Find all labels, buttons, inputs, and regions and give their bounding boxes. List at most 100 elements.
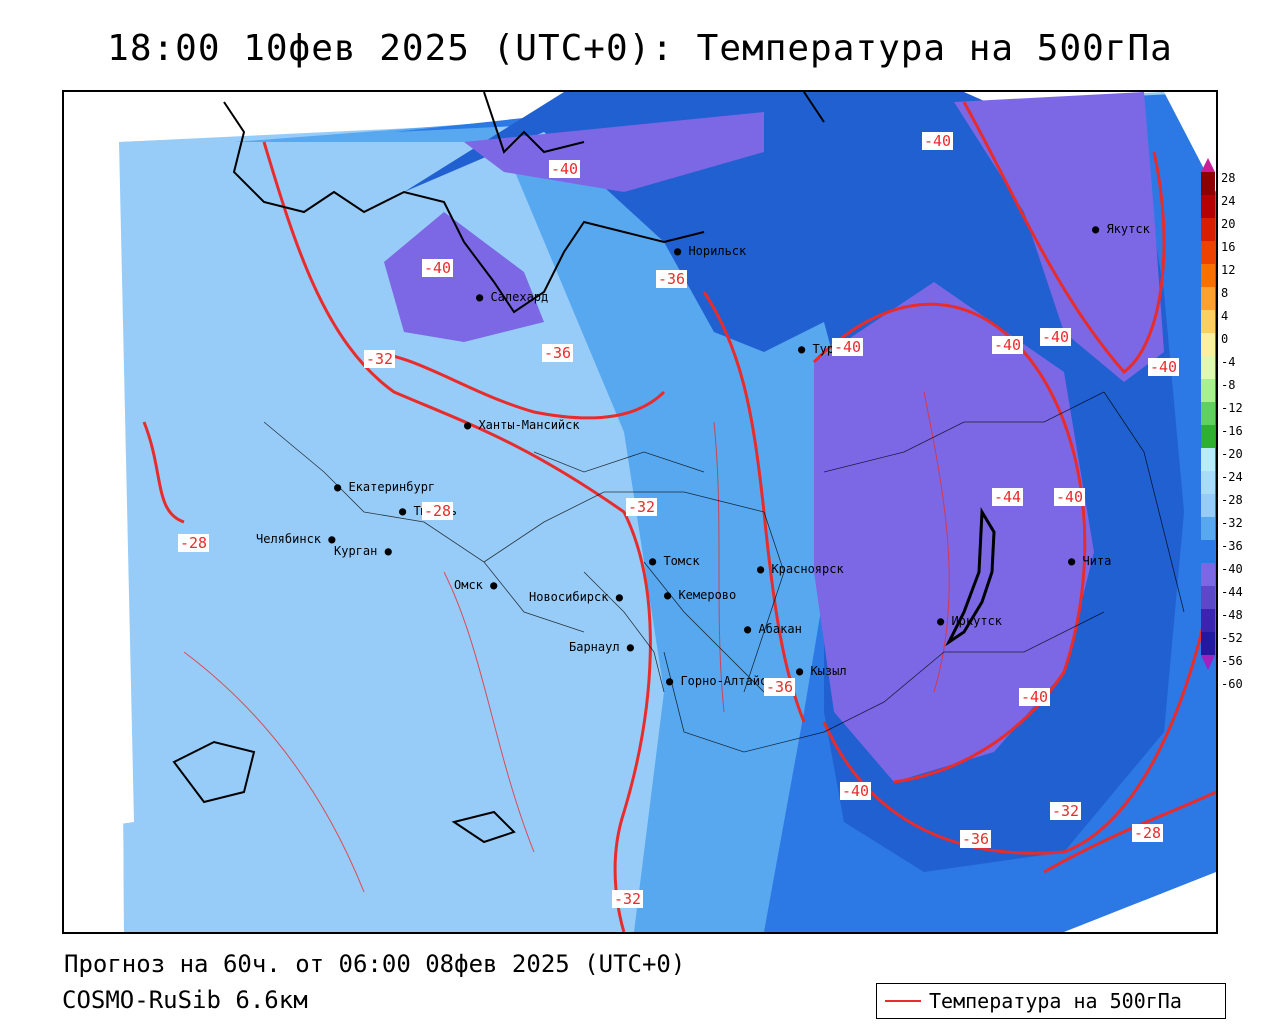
region-minus28 bbox=[119, 132, 644, 932]
city-abakan[interactable]: ● Абакан bbox=[744, 622, 802, 636]
colorbar-label: 8 bbox=[1221, 286, 1229, 300]
city-krasnoyarsk[interactable]: ● Красноярск bbox=[757, 562, 844, 576]
city-gorno-altaysk[interactable]: ● Горно-Алтайск bbox=[666, 674, 775, 688]
border-line bbox=[743, 511, 785, 693]
coastlines bbox=[172, 92, 996, 844]
city-chelyabinsk[interactable]: Челябинск ● bbox=[256, 532, 336, 546]
thin-isotherm-line bbox=[713, 421, 725, 713]
legend-label: Температура на 500гПа bbox=[929, 989, 1182, 1013]
city-tomsk[interactable]: ● Томск bbox=[649, 554, 700, 568]
colorbar-label: 16 bbox=[1221, 240, 1236, 254]
isotherm-line bbox=[142, 421, 185, 524]
border-line bbox=[483, 491, 765, 563]
border-line bbox=[1103, 391, 1185, 613]
region-minus44-east bbox=[814, 282, 1094, 782]
city-norilsk[interactable]: ● Норильск bbox=[674, 244, 747, 258]
isotherm-label: -40 bbox=[840, 782, 872, 800]
city-omsk[interactable]: Омск ● bbox=[454, 578, 498, 592]
city-yakutsk[interactable]: ● Якутск bbox=[1092, 222, 1150, 236]
isotherm-label: -36 bbox=[764, 678, 796, 696]
colorbar-label: -44 bbox=[1221, 585, 1243, 599]
border-line bbox=[533, 451, 705, 473]
isotherm-label: -40 bbox=[1054, 488, 1086, 506]
lake-balkhash bbox=[172, 740, 256, 804]
city-yekaterinburg[interactable]: ● Екатеринбург bbox=[334, 480, 436, 494]
isotherm-label: -40 bbox=[1040, 328, 1072, 346]
city-label: Кемерово bbox=[678, 588, 737, 602]
isotherm-label: -36 bbox=[960, 830, 992, 848]
region-borders bbox=[263, 391, 1185, 753]
colorbar-label: -12 bbox=[1221, 401, 1243, 415]
city-salekhard[interactable]: ● Салехард bbox=[476, 290, 549, 304]
city-label: Курган bbox=[334, 544, 378, 558]
colorbar-label: -16 bbox=[1221, 424, 1243, 438]
colorbar-label: -4 bbox=[1221, 355, 1236, 369]
colorbar-swatch bbox=[1201, 586, 1215, 609]
isotherm-label: -40 bbox=[549, 160, 581, 178]
thin-isotherm-line bbox=[183, 651, 365, 893]
city-khanty-mansiysk[interactable]: ● Ханты-Мансийск bbox=[464, 418, 580, 432]
isotherm-label: -32 bbox=[626, 498, 658, 516]
colorbar-swatch bbox=[1201, 632, 1215, 655]
legend: Температура на 500гПа bbox=[876, 983, 1226, 1019]
colorbar-swatch bbox=[1201, 379, 1215, 402]
colorbar-swatch bbox=[1201, 425, 1215, 448]
colorbar-label: -48 bbox=[1221, 608, 1243, 622]
city-barnaul[interactable]: Барнаул ● bbox=[569, 640, 635, 654]
colorbar-label: -52 bbox=[1221, 631, 1243, 645]
region-minus44-salekhard bbox=[384, 212, 544, 342]
isotherm-label: -28 bbox=[422, 502, 454, 520]
colorbar-label: 12 bbox=[1221, 263, 1236, 277]
forecast-info: Прогноз на 60ч. от 06:00 08фев 2025 (UTC… bbox=[64, 950, 686, 978]
lake-balkhash-east bbox=[451, 810, 516, 844]
border-line bbox=[643, 561, 765, 693]
city-kemerovo[interactable]: ● Кемерово bbox=[664, 588, 737, 602]
temperature-map[interactable]: ● Норильск ● Якутск ● Салехард ● Тура ● … bbox=[62, 90, 1218, 934]
isotherm-label: -40 bbox=[922, 132, 954, 150]
isotherm-label: -36 bbox=[656, 270, 688, 288]
city-label: Ханты-Мансийск bbox=[478, 418, 580, 432]
isotherm-label: -32 bbox=[364, 350, 396, 368]
isotherm-label: -40 bbox=[832, 338, 864, 356]
city-kyzyl[interactable]: ● Кызыл bbox=[796, 664, 847, 678]
city-chita[interactable]: ● Чита bbox=[1068, 554, 1112, 568]
colorbar-swatch bbox=[1201, 241, 1215, 264]
city-label: Абакан bbox=[758, 622, 802, 636]
colorbar-label: 28 bbox=[1221, 171, 1236, 185]
colorbar-label: 20 bbox=[1221, 217, 1236, 231]
isotherm-label: -40 bbox=[1148, 358, 1180, 376]
city-label: Омск bbox=[454, 578, 483, 592]
city-label: Челябинск bbox=[256, 532, 322, 546]
border-line bbox=[663, 611, 1105, 753]
isotherm-label: -40 bbox=[992, 336, 1024, 354]
city-label: Красноярск bbox=[771, 562, 844, 576]
city-kurgan[interactable]: Курган ● bbox=[334, 544, 392, 558]
outside-domain-nw bbox=[64, 92, 534, 832]
isotherm-line bbox=[962, 101, 1166, 375]
colorbar-label: -36 bbox=[1221, 539, 1243, 553]
colorbar-label: -20 bbox=[1221, 447, 1243, 461]
colorbar-label: 24 bbox=[1221, 194, 1236, 208]
city-label: Новосибирск bbox=[529, 590, 609, 604]
border-line bbox=[823, 391, 1105, 473]
colorbar-label: 4 bbox=[1221, 309, 1229, 323]
colorbar-swatch bbox=[1201, 218, 1215, 241]
city-novosibirsk[interactable]: Новосибирск ● bbox=[529, 590, 623, 604]
colorbar-swatch bbox=[1201, 563, 1215, 586]
outside-domain-ne bbox=[1164, 92, 1216, 192]
city-label: Салехард bbox=[490, 290, 549, 304]
city-label: Чита bbox=[1082, 554, 1112, 568]
city-label: Екатеринбург bbox=[348, 480, 436, 494]
thin-isotherm-line bbox=[443, 571, 535, 853]
isotherm-label: -28 bbox=[178, 534, 210, 552]
colorbar-svg bbox=[1201, 158, 1215, 670]
isotherm-label: -40 bbox=[1019, 688, 1051, 706]
colorbar-swatch bbox=[1201, 517, 1215, 540]
region-minus44-yakutsk bbox=[954, 92, 1164, 382]
city-label: Якутск bbox=[1106, 222, 1150, 236]
colorbar-top-triangle bbox=[1201, 158, 1215, 172]
isotherm-label: -32 bbox=[612, 890, 644, 908]
region-minus44-north bbox=[464, 112, 764, 192]
city-irkutsk[interactable]: ● Иркутск bbox=[937, 614, 1003, 628]
colorbar-swatch bbox=[1201, 448, 1215, 471]
